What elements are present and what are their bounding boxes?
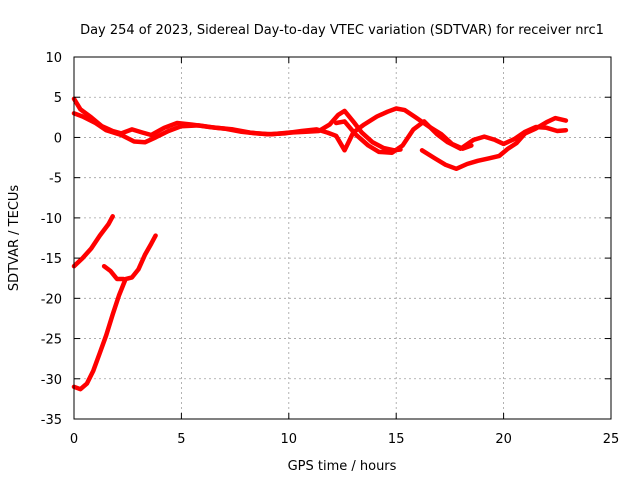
series-line-trace-5	[71, 214, 115, 269]
y-tick-label: -15	[41, 252, 62, 267]
y-tick-label: -30	[41, 373, 62, 388]
chart-title: Day 254 of 2023, Sidereal Day-to-day VTE…	[80, 23, 604, 38]
y-tick-label: -20	[41, 292, 62, 307]
series-line-trace-6	[71, 233, 158, 392]
x-tick-label: 5	[177, 432, 185, 447]
x-tick-label: 10	[281, 432, 298, 447]
y-tick-label: 5	[54, 91, 62, 106]
gridlines	[74, 57, 611, 419]
plot-frame	[73, 56, 612, 420]
series-line-trace-2	[71, 106, 474, 153]
x-tick-label: 15	[388, 432, 405, 447]
y-tick-label: -25	[41, 333, 62, 348]
series-line-trace-1	[71, 96, 403, 153]
y-tick-label: 0	[54, 131, 62, 146]
series-line-trace-4	[419, 115, 569, 172]
x-tick-label: 25	[603, 432, 620, 447]
x-axis-label: GPS time / hours	[288, 459, 397, 474]
y-tick-label: -5	[49, 172, 62, 187]
y-axis-label: SDTVAR / TECUs	[7, 185, 22, 292]
axis-ticks: 0 5 10 15 20 25 10 5 0 -5 -10 -15 -20 -25 -30 -35	[41, 51, 620, 447]
y-tick-label: 10	[45, 51, 62, 66]
y-tick-label: -10	[41, 212, 62, 227]
series-line-trace-7	[101, 263, 126, 282]
x-tick-label: 0	[70, 432, 78, 447]
data-series	[71, 96, 569, 392]
y-tick-label: -35	[41, 413, 62, 428]
x-tick-label: 20	[495, 432, 512, 447]
